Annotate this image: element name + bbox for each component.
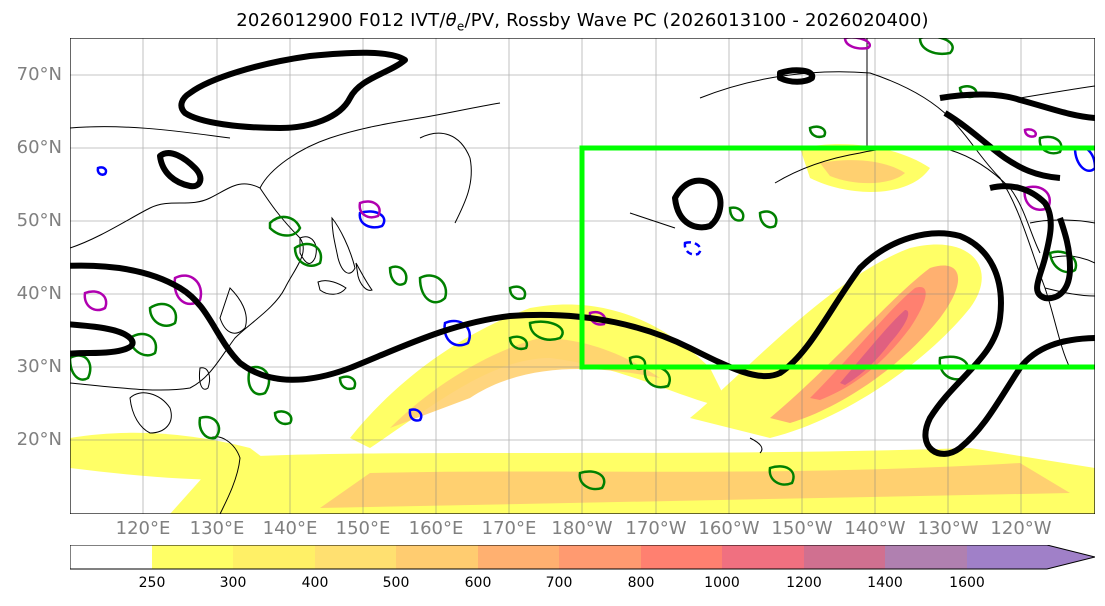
pv-negative-contours — [83, 38, 1051, 326]
colorbar-tick: 250 — [138, 575, 166, 591]
ivt-colorbar — [70, 545, 1095, 571]
lon-label: 150°W — [771, 518, 833, 539]
lon-label: 150°E — [335, 518, 391, 539]
lat-label-70n: 70°N — [16, 64, 62, 85]
lat-label-20n: 20°N — [16, 429, 62, 450]
colorbar-svg — [70, 545, 1095, 570]
colorbar-tick: 1200 — [786, 575, 822, 591]
ivt-shading — [70, 144, 1095, 514]
lon-label: 120°E — [115, 518, 171, 539]
lat-label-50n: 50°N — [16, 210, 62, 231]
lon-label: 170°E — [481, 518, 537, 539]
lat-label-30n: 30°N — [16, 356, 62, 377]
map-title: 2026012900 F012 IVT/θe/PV, Rossby Wave P… — [236, 10, 929, 34]
colorbar-segments — [70, 545, 1095, 569]
lon-label: 180°W — [551, 518, 613, 539]
lat-label-40n: 40°N — [16, 283, 62, 304]
lon-label: 160°W — [698, 518, 760, 539]
colorbar-tick: 500 — [382, 575, 410, 591]
rossby-wave-contours — [70, 49, 1095, 457]
map-canvas — [70, 38, 1095, 514]
colorbar-tick: 400 — [301, 575, 329, 591]
lon-label: 140°E — [262, 518, 318, 539]
colorbar-tick: 1600 — [949, 575, 985, 591]
lon-label: 170°W — [625, 518, 687, 539]
lon-label: 120°W — [990, 518, 1052, 539]
rossby-wave-box — [579, 145, 1095, 370]
lon-label: 130°W — [917, 518, 979, 539]
colorbar-tick: 600 — [464, 575, 492, 591]
map-panel — [70, 38, 1095, 514]
colorbar-tick: 800 — [627, 575, 655, 591]
colorbar-tick: 1000 — [704, 575, 740, 591]
colorbar-tick: 300 — [219, 575, 247, 591]
colorbar-tick: 1400 — [867, 575, 903, 591]
lon-label: 160°E — [408, 518, 464, 539]
lon-label: 140°W — [844, 518, 906, 539]
lat-label-60n: 60°N — [16, 137, 62, 158]
colorbar-tick: 700 — [545, 575, 573, 591]
lon-label: 130°E — [189, 518, 245, 539]
